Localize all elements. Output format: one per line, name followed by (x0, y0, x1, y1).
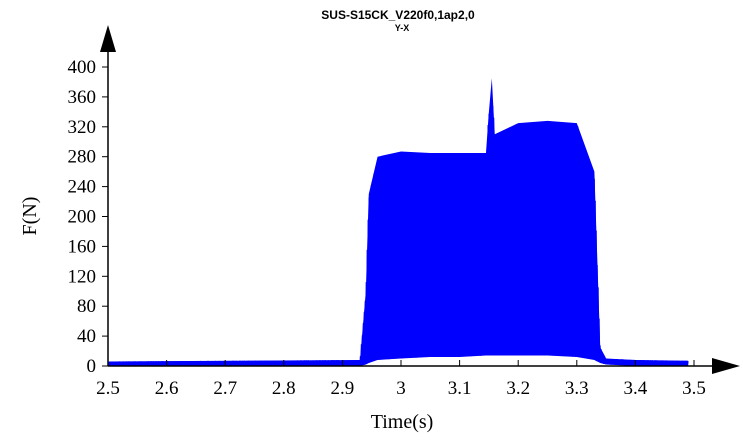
y-tick-label: 400 (68, 57, 97, 78)
y-tick-label: 80 (77, 296, 96, 317)
y-tick-label: 240 (68, 177, 97, 198)
plot-area (107, 78, 689, 367)
x-tick-label: 2.5 (96, 378, 120, 399)
x-tick-label: 2.8 (272, 378, 296, 399)
y-tick-label: 320 (68, 117, 97, 138)
x-tick-label: 3 (396, 378, 406, 399)
y-tick-label: 160 (68, 236, 97, 257)
y-axis-arrow (100, 25, 116, 52)
axis-ticks: 2.5 2.6 2.7 2.8 2.9 3 3.1 3.2 3.3 3.4 3.5 0 40 80 120 1… (68, 57, 706, 399)
y-tick-label: 120 (68, 266, 97, 287)
x-tick-label: 3.2 (506, 378, 530, 399)
y-axis-label: F(N) (19, 197, 41, 236)
x-tick-label: 2.7 (213, 378, 237, 399)
y-tick-label: 360 (68, 87, 97, 108)
y-tick-label: 200 (68, 207, 97, 228)
x-axis-label: Time(s) (371, 411, 434, 433)
chart-subtitle: Y-X (395, 23, 410, 33)
x-tick-label: 3.5 (682, 378, 706, 399)
x-tick-label: 3.1 (448, 378, 472, 399)
x-tick-label: 3.3 (565, 378, 589, 399)
x-tick-label: 2.6 (155, 378, 179, 399)
y-tick-label: 40 (77, 326, 96, 347)
x-tick-label: 3.4 (624, 378, 648, 399)
chart-title: SUS-S15CK_V220f0,1ap2,0 (321, 8, 475, 22)
y-tick-label: 0 (87, 356, 97, 377)
x-tick-label: 2.9 (331, 378, 355, 399)
y-tick-label: 280 (68, 147, 97, 168)
force-signal-line (107, 99, 689, 367)
x-axis-arrow (712, 358, 740, 374)
